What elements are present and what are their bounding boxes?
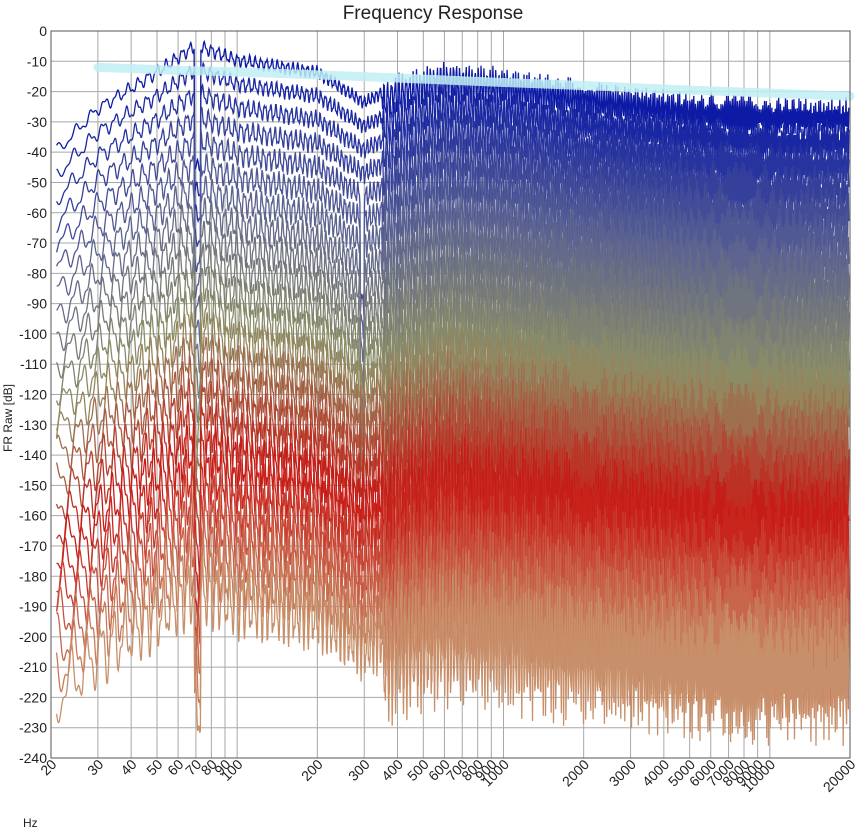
y-tick-label: -220 <box>19 689 47 705</box>
y-tick-label: -70 <box>27 235 47 251</box>
y-tick-label: -80 <box>27 265 47 281</box>
series-line <box>55 243 850 436</box>
series-line <box>56 197 850 388</box>
plot-frame <box>50 30 851 759</box>
y-tick-label: -110 <box>20 356 47 372</box>
y-tick-label: -150 <box>19 477 47 493</box>
reference-curve <box>93 62 855 101</box>
y-tick-label: -90 <box>27 296 47 312</box>
series-layer <box>55 39 850 747</box>
y-tick-label: -200 <box>19 629 47 645</box>
y-axis-label: FR Raw [dB] <box>1 384 15 452</box>
y-tick-label: -170 <box>19 538 47 554</box>
y-tick-label: -180 <box>19 568 47 584</box>
series-line <box>55 555 850 747</box>
y-tick-label: -140 <box>19 447 47 463</box>
y-tick-label: -230 <box>19 720 47 736</box>
y-tick-label: -30 <box>27 114 47 130</box>
series-line <box>56 82 850 224</box>
y-tick-label: 0 <box>39 23 47 39</box>
series-line <box>55 129 850 316</box>
y-tick-label: -40 <box>27 144 47 160</box>
x-axis-label: Hz <box>23 816 38 830</box>
y-tick-label: -130 <box>19 417 47 433</box>
reference-layer <box>93 62 855 101</box>
y-tick-label: -240 <box>19 750 47 766</box>
series-line <box>56 220 850 412</box>
series-line <box>55 534 850 721</box>
series-line <box>56 106 850 248</box>
y-tick-label: -100 <box>19 326 47 342</box>
series-line <box>55 266 850 458</box>
y-tick-label: -60 <box>27 205 47 221</box>
y-tick-label: -10 <box>27 53 47 69</box>
y-tick-label: -210 <box>19 659 47 675</box>
y-tick-label: -50 <box>27 174 47 190</box>
chart-title: Frequency Response <box>343 3 524 24</box>
y-tick-label: -160 <box>19 508 47 524</box>
y-tick-label: -190 <box>19 599 47 615</box>
y-tick-label: -120 <box>19 387 47 403</box>
y-tick-label: -20 <box>27 84 47 100</box>
